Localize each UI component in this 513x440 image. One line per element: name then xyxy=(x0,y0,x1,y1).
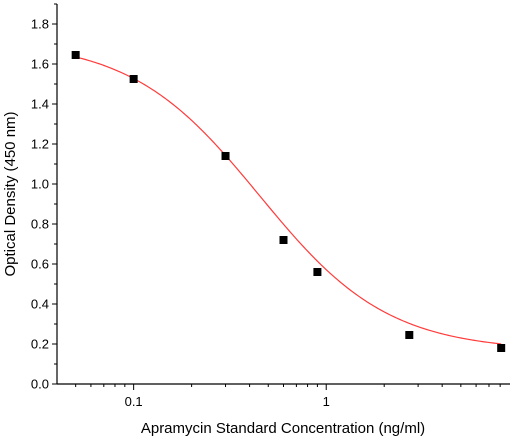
y-tick-label: 0.2 xyxy=(31,337,49,352)
x-axis-title: Apramycin Standard Concentration (ng/ml) xyxy=(141,420,425,437)
data-point xyxy=(405,331,414,339)
x-tick-label: 0.1 xyxy=(125,394,143,409)
y-axis-title: Optical Density (450 nm) xyxy=(2,111,19,276)
y-tick-label: 0.6 xyxy=(31,257,49,272)
plot-area xyxy=(57,4,510,384)
y-tick-label: 1.4 xyxy=(31,97,49,112)
y-tick-label: 1.8 xyxy=(31,17,49,32)
data-point xyxy=(71,51,80,59)
data-point xyxy=(313,268,322,276)
data-point xyxy=(497,344,506,352)
y-tick-label: 1.0 xyxy=(31,177,49,192)
fit-curve-layer xyxy=(75,56,502,345)
x-tick-label: 1 xyxy=(323,394,330,409)
ticks-layer: 0.0 0.2 0.4 0.6 0.8 1.0 1.2 1.4 1.6 1.8 0.1 1 xyxy=(31,3,501,409)
y-tick-label: 0.8 xyxy=(31,217,49,232)
y-tick-label: 0.4 xyxy=(31,297,49,312)
data-point xyxy=(129,75,138,83)
y-tick-label: 1.6 xyxy=(31,57,49,72)
y-tick-label: 1.2 xyxy=(31,137,49,152)
fit-curve-line xyxy=(75,56,502,345)
data-point xyxy=(279,236,288,244)
data-point xyxy=(221,152,230,160)
data-points-layer xyxy=(71,51,506,352)
y-tick-label: 0.0 xyxy=(31,377,49,392)
